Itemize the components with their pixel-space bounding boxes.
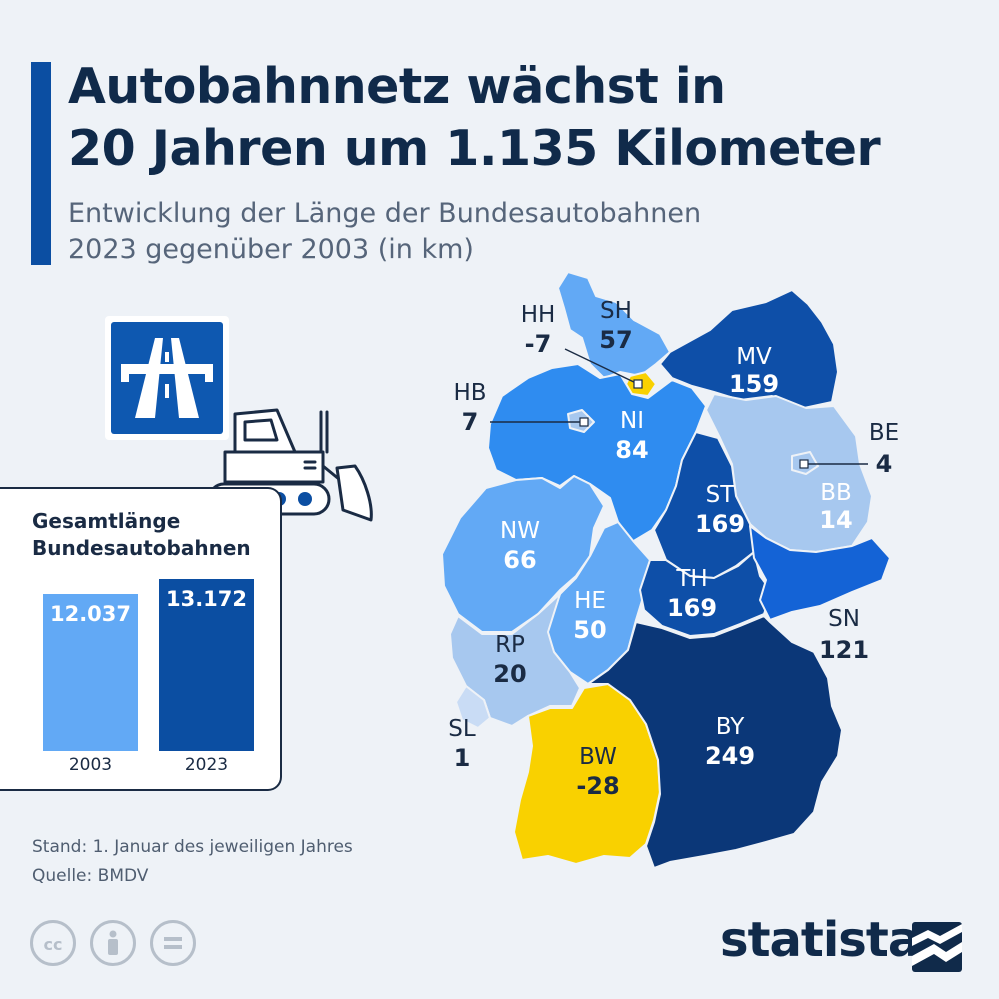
cc-icon: cc: [30, 920, 76, 966]
label-bw-value: -28: [576, 772, 619, 800]
noderivs-icon: [150, 920, 196, 966]
label-hb-value: 7: [462, 408, 479, 436]
footnote-note: Stand: 1. Januar des jeweiligen Jahres: [32, 837, 353, 857]
marker-hb: [579, 417, 589, 427]
total-length-title: Gesamtlänge Bundesautobahnen: [32, 508, 251, 562]
germany-map: SH 57 HH -7 MV 159 HB 7 NI 84 BE 4 ST 16…: [441, 271, 899, 869]
autobahn-sign-icon: [105, 316, 229, 440]
label-by-value: 249: [705, 742, 755, 770]
label-bb-value: 14: [819, 506, 852, 534]
total-length-title-line-2: Bundesautobahnen: [32, 536, 251, 560]
label-ni-code: NI: [620, 408, 644, 434]
leader-hh: [564, 348, 639, 385]
bar-2023: 13.172: [159, 579, 254, 751]
label-rp-value: 20: [493, 660, 526, 688]
label-hh-value: -7: [525, 330, 552, 358]
label-he-value: 50: [573, 616, 606, 644]
label-st-code: ST: [706, 482, 736, 508]
footnote: Stand: 1. Januar des jeweiligen Jahres Q…: [32, 833, 353, 891]
label-bb-code: BB: [820, 480, 852, 506]
label-nw-code: NW: [500, 518, 540, 544]
statista-logo-mark: [912, 922, 962, 972]
label-mv-value: 159: [729, 370, 779, 398]
label-th-code: TH: [675, 566, 707, 592]
label-nw-value: 66: [503, 546, 536, 574]
bar-label-2003: 2003: [68, 755, 113, 775]
title-line-1: Autobahnnetz wächst in: [68, 58, 726, 115]
label-by-code: BY: [716, 714, 746, 740]
label-be-code: BE: [869, 420, 899, 446]
page-subtitle: Entwicklung der Länge der Bundesautobahn…: [68, 196, 701, 268]
label-he-code: HE: [574, 588, 606, 614]
label-bw-code: BW: [579, 744, 617, 770]
bar-value-2023: 13.172: [165, 587, 248, 611]
attribution-icon: [90, 920, 136, 966]
svg-text:cc: cc: [44, 935, 63, 954]
label-sn-code: SN: [828, 606, 860, 632]
label-sh-value: 57: [599, 326, 632, 354]
bar-2003: 12.037: [43, 593, 138, 751]
region-by: [587, 615, 843, 869]
label-sn-value: 121: [819, 636, 869, 664]
label-sl-value: 1: [454, 744, 471, 772]
total-length-title-line-1: Gesamtlänge: [32, 509, 181, 533]
subtitle-line-2: 2023 gegenüber 2003 (in km): [68, 234, 474, 265]
label-hh-code: HH: [521, 302, 556, 328]
label-ni-value: 84: [615, 436, 648, 464]
marker-be: [799, 459, 809, 469]
statista-logo-text: statista: [720, 912, 920, 968]
region-mv: [659, 289, 839, 409]
label-mv-code: MV: [736, 344, 772, 370]
label-sl-code: SL: [448, 716, 476, 742]
label-hb-code: HB: [453, 380, 486, 406]
page-title: Autobahnnetz wächst in 20 Jahren um 1.13…: [68, 56, 881, 180]
bar-label-2023: 2023: [184, 755, 229, 775]
label-st-value: 169: [695, 510, 745, 538]
label-rp-code: RP: [495, 632, 525, 658]
label-be-value: 4: [876, 450, 893, 478]
region-sl: [455, 685, 491, 729]
region-sh: [557, 271, 671, 379]
region-sn: [749, 525, 891, 621]
marker-hh: [633, 379, 643, 389]
label-th-value: 169: [667, 594, 717, 622]
accent-bar: [31, 62, 51, 265]
footnote-source: Quelle: BMDV: [32, 866, 149, 886]
title-line-2: 20 Jahren um 1.135 Kilometer: [68, 120, 881, 177]
subtitle-line-1: Entwicklung der Länge der Bundesautobahn…: [68, 198, 702, 229]
label-sh-code: SH: [600, 298, 632, 324]
bar-value-2003: 12.037: [49, 601, 132, 626]
